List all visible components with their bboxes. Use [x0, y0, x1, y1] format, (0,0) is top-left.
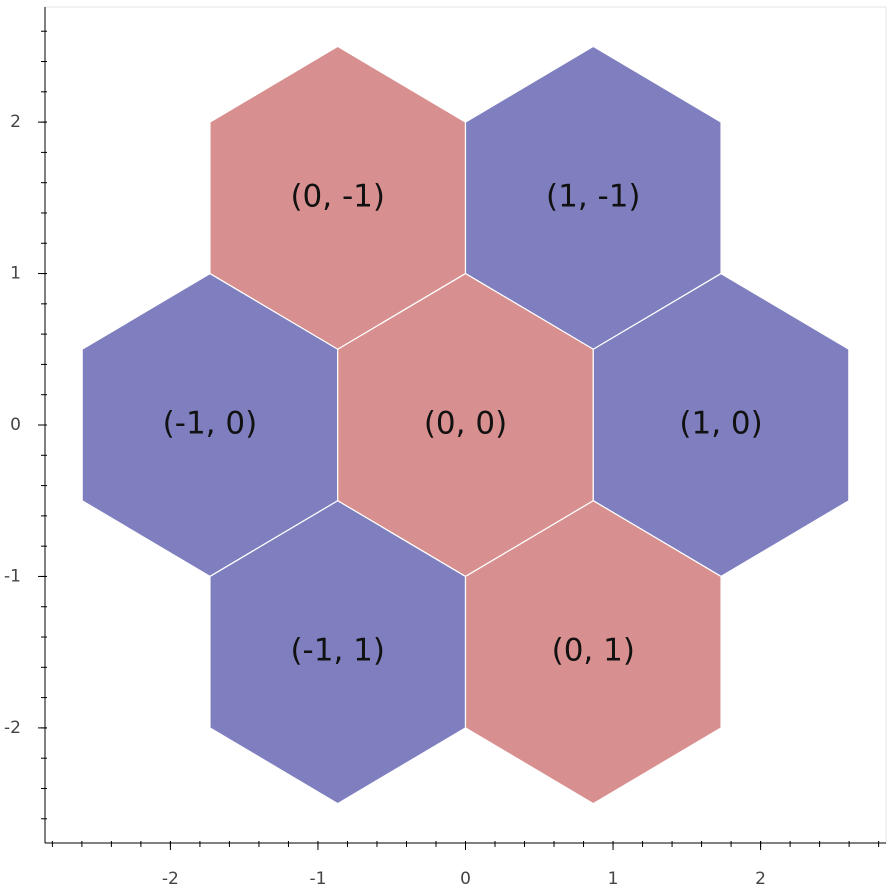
y-tick-label: 1: [10, 264, 21, 284]
hex-label: (1, -1): [546, 178, 641, 214]
hex-label: (-1, 0): [163, 406, 258, 442]
hex-label: (0, 1): [552, 633, 635, 669]
hex-label: (0, 0): [424, 406, 507, 442]
y-tick-label: 0: [10, 415, 21, 435]
x-tick-label: 2: [755, 869, 766, 889]
x-tick-label: -2: [162, 869, 179, 889]
tiles: (0, -1) (1, -1) (-1, 0) (0, 0) (1, 0) (-1, 1)…: [81, 45, 850, 805]
y-tick-label: -1: [4, 566, 21, 586]
y-tick-label: -2: [4, 718, 21, 738]
hex-label: (0, -1): [290, 178, 385, 214]
hex-label: (1, 0): [679, 406, 762, 442]
hex-label: (-1, 1): [290, 633, 385, 669]
x-tick-label: 0: [460, 869, 471, 889]
x-tick-label: -1: [309, 869, 326, 889]
axes: -2 -1 0 1 2 -2 -1 0 1 2: [4, 7, 886, 889]
x-tick-label: 1: [608, 869, 619, 889]
y-tick-label: 2: [10, 112, 21, 132]
hex-tile: [464, 500, 722, 805]
